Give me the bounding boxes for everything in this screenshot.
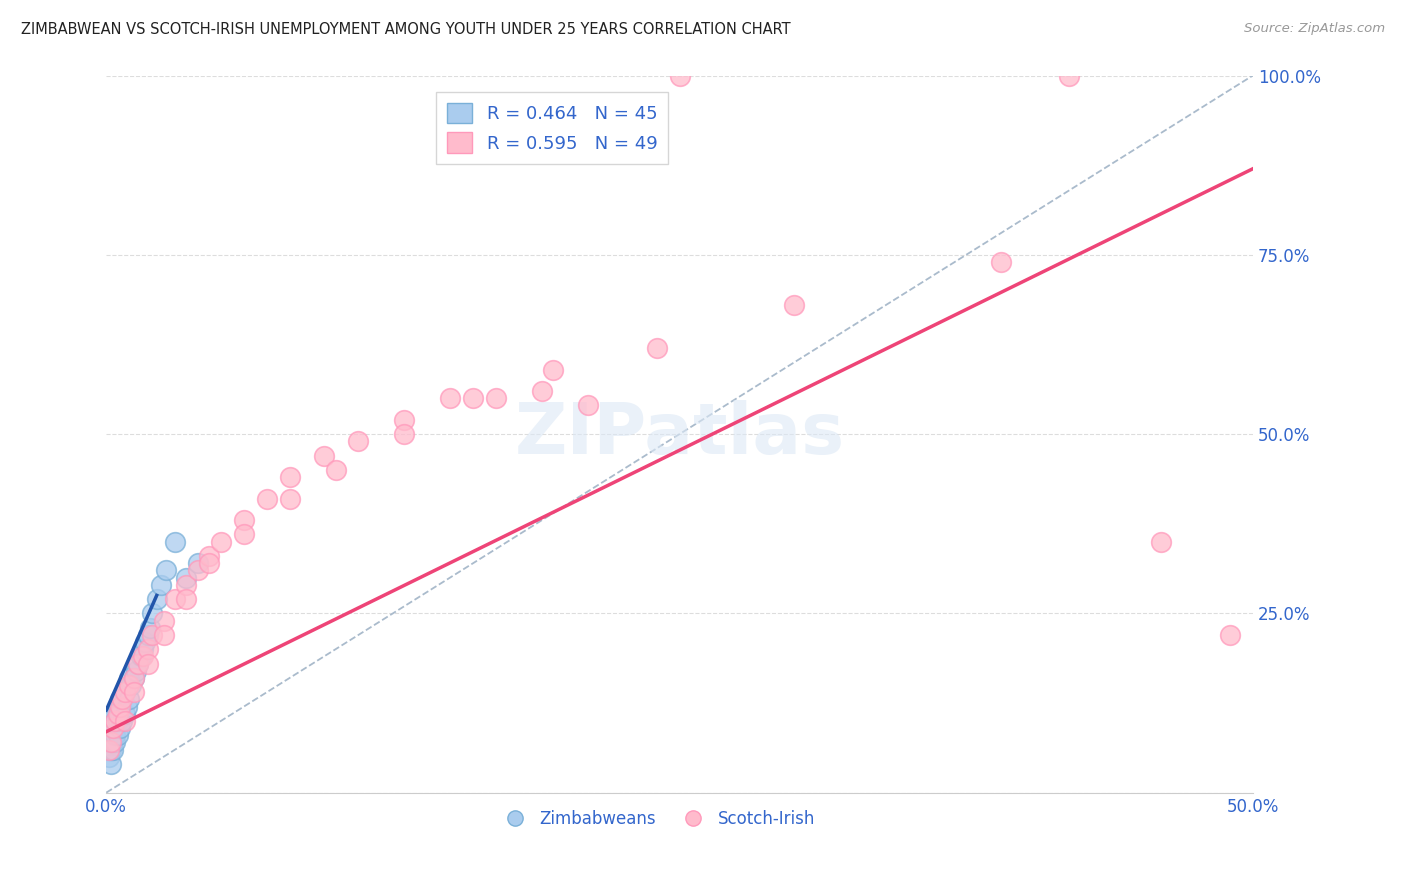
Point	[152, 614, 174, 628]
Point	[108, 721, 131, 735]
Point	[108, 706, 131, 721]
Point	[118, 692, 141, 706]
Point	[107, 728, 129, 742]
Point	[209, 534, 232, 549]
Point	[187, 556, 209, 570]
Point	[107, 714, 129, 728]
Point	[122, 671, 145, 685]
Text: ZIMBABWEAN VS SCOTCH-IRISH UNEMPLOYMENT AMONG YOUTH UNDER 25 YEARS CORRELATION C: ZIMBABWEAN VS SCOTCH-IRISH UNEMPLOYMENT …	[21, 22, 790, 37]
Point	[107, 706, 129, 721]
Point	[176, 592, 198, 607]
Point	[97, 728, 120, 742]
Point	[176, 570, 198, 584]
Point	[100, 735, 122, 749]
Point	[439, 391, 461, 405]
Point	[463, 391, 485, 405]
Point	[256, 491, 278, 506]
Point	[104, 735, 127, 749]
Point	[97, 742, 120, 756]
Point	[111, 692, 134, 706]
Point	[129, 649, 152, 664]
Point	[278, 491, 301, 506]
Point	[136, 657, 159, 671]
Point	[108, 692, 131, 706]
Point	[394, 427, 416, 442]
Point	[136, 628, 159, 642]
Point	[141, 628, 163, 642]
Point	[1150, 534, 1173, 549]
Point	[100, 742, 122, 756]
Point	[125, 664, 148, 678]
Point	[104, 728, 127, 742]
Point	[97, 749, 120, 764]
Point	[101, 735, 124, 749]
Point	[114, 714, 136, 728]
Point	[114, 706, 136, 721]
Point	[163, 534, 186, 549]
Point	[1059, 69, 1081, 83]
Point	[111, 714, 134, 728]
Point	[104, 714, 127, 728]
Point	[118, 678, 141, 692]
Point	[187, 563, 209, 577]
Point	[101, 706, 124, 721]
Point	[783, 298, 806, 312]
Point	[101, 721, 124, 735]
Point	[107, 699, 129, 714]
Point	[155, 563, 177, 577]
Point	[104, 714, 127, 728]
Point	[198, 549, 221, 563]
Point	[100, 714, 122, 728]
Point	[118, 671, 141, 685]
Point	[668, 69, 690, 83]
Point	[176, 577, 198, 591]
Point	[314, 449, 336, 463]
Point	[100, 728, 122, 742]
Point	[530, 384, 553, 398]
Point	[990, 255, 1012, 269]
Point	[163, 592, 186, 607]
Point	[122, 671, 145, 685]
Point	[139, 621, 162, 635]
Point	[127, 657, 149, 671]
Point	[97, 742, 120, 756]
Point	[347, 434, 370, 449]
Point	[543, 362, 565, 376]
Legend: Zimbabweans, Scotch-Irish: Zimbabweans, Scotch-Irish	[491, 803, 823, 835]
Point	[394, 413, 416, 427]
Point	[141, 607, 163, 621]
Text: Source: ZipAtlas.com: Source: ZipAtlas.com	[1244, 22, 1385, 36]
Point	[198, 556, 221, 570]
Point	[136, 642, 159, 657]
Point	[114, 685, 136, 699]
Point	[121, 678, 143, 692]
Text: ZIPatlas: ZIPatlas	[515, 400, 845, 468]
Point	[1219, 628, 1241, 642]
Point	[232, 513, 254, 527]
Point	[150, 577, 173, 591]
Point	[97, 735, 120, 749]
Point	[645, 341, 668, 355]
Point	[132, 642, 155, 657]
Point	[100, 735, 122, 749]
Point	[111, 692, 134, 706]
Point	[101, 721, 124, 735]
Point	[232, 527, 254, 541]
Point	[152, 628, 174, 642]
Point	[145, 592, 167, 607]
Point	[278, 470, 301, 484]
Point	[132, 649, 155, 664]
Point	[100, 756, 122, 771]
Point	[101, 742, 124, 756]
Point	[325, 463, 347, 477]
Point	[485, 391, 508, 405]
Point	[108, 699, 131, 714]
Point	[114, 685, 136, 699]
Point	[122, 685, 145, 699]
Point	[576, 398, 599, 412]
Point	[134, 635, 156, 649]
Point	[115, 699, 138, 714]
Point	[127, 657, 149, 671]
